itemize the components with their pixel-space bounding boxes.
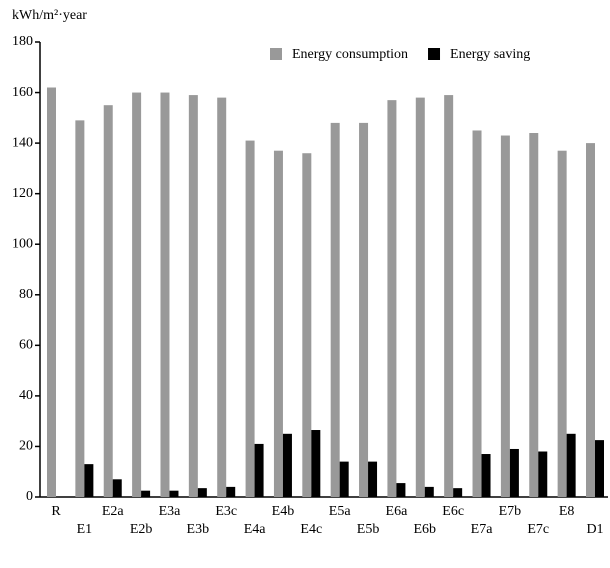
bar [424,486,434,497]
legend-label: Energy saving [450,47,530,62]
bar [84,464,94,497]
y-tick-label: 80 [19,287,33,302]
bar [444,95,454,497]
x-tick-label: E3a [159,504,182,519]
bar [396,483,406,497]
legend-swatch [270,48,282,60]
bar [557,150,567,497]
bar [188,95,198,497]
x-tick-label: E5a [329,504,352,519]
x-tick-label: E2a [102,504,125,519]
bar [169,490,179,497]
bar [226,486,236,497]
bar [112,479,122,497]
x-tick-label: E6b [414,522,437,537]
bar [368,461,378,497]
x-tick-label: E6c [442,504,464,519]
bar [339,461,349,497]
bar [302,153,312,497]
bar [509,448,519,497]
y-tick-label: 60 [19,338,33,353]
bar [500,135,510,497]
bar [282,433,292,497]
y-tick-label: 140 [12,135,33,150]
bar [197,488,207,497]
bar [273,150,283,497]
x-tick-label: E3c [215,504,237,519]
bar [245,140,255,498]
y-tick-label: 0 [26,489,33,504]
legend-swatch [428,48,441,60]
x-tick-label: E7b [499,504,522,519]
bar [254,443,264,497]
y-tick-label: 20 [19,439,33,454]
x-tick-label: E4c [300,522,322,537]
x-tick-label: E4a [244,522,267,537]
x-tick-label: E2b [130,522,153,537]
x-tick-label: E6a [386,504,409,519]
y-tick-label: 100 [12,236,33,251]
bar [217,97,227,497]
x-tick-label: E3b [187,522,210,537]
x-tick-label: E7a [471,522,494,537]
bar [75,120,85,497]
bar [566,433,576,497]
bar [359,122,369,497]
legend-label: Energy consumption [292,47,408,62]
bar [330,122,340,497]
x-tick-label: E1 [77,522,93,537]
bar [160,92,170,498]
y-tick-label: 120 [12,186,33,201]
y-axis-label: kWh/m²·year [12,8,87,23]
bar [472,130,482,497]
bar [47,87,56,497]
x-tick-label: E4b [272,504,295,519]
y-tick-label: 180 [12,34,33,49]
bar [481,454,491,497]
x-tick-label: E8 [559,504,575,519]
bar [132,92,142,498]
x-tick-label: D1 [586,522,603,537]
bar [538,451,548,497]
x-tick-label: E7c [527,522,549,537]
bar [415,97,425,497]
bar [387,100,397,497]
bar [586,143,595,497]
bar [141,490,151,497]
y-tick-label: 40 [19,388,33,403]
x-tick-label: R [51,504,61,519]
bar [311,430,321,497]
y-tick-label: 160 [12,85,33,100]
bar [529,133,539,497]
bar [595,440,604,497]
x-tick-label: E5b [357,522,380,537]
bar [103,105,113,497]
bar [453,488,463,497]
